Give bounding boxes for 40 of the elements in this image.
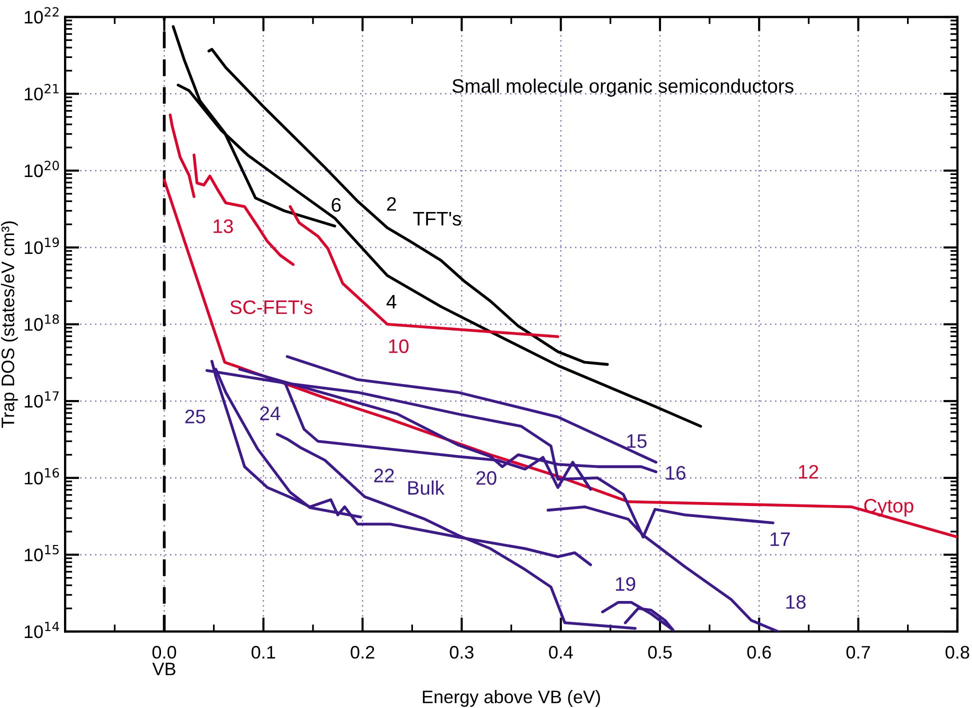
x-tick-label: 0.0 xyxy=(152,646,176,659)
x-tick-label: 0.6 xyxy=(747,646,771,659)
y-tick-label: 10$^{17}$ xyxy=(24,391,59,408)
series-label: 22 xyxy=(374,468,394,482)
x-tick-label: 0.3 xyxy=(450,646,474,659)
annotation: TFT's xyxy=(413,212,462,226)
y-tick-label: 10$^{14}$ xyxy=(24,622,60,638)
y-tick-label: 10$^{21}$ xyxy=(24,84,59,100)
x-tick-label: 0.5 xyxy=(648,646,672,659)
series-label: 18 xyxy=(786,595,806,609)
annotation: Bulk xyxy=(408,480,445,495)
x-tick-label: 0.8 xyxy=(946,646,970,659)
series-label: 16 xyxy=(666,466,686,480)
y-tick-label: 10$^{16}$ xyxy=(24,468,59,484)
y-tick-label: 10$^{22}$ xyxy=(24,7,59,24)
annotation: Small molecule organic semiconductors xyxy=(452,78,794,97)
y-tick-label: 10$^{15}$ xyxy=(24,545,59,562)
series-label: 15 xyxy=(627,434,647,448)
series-label: 24 xyxy=(260,406,280,420)
y-tick-label: 10$^{18}$ xyxy=(24,314,59,331)
series-label: 10 xyxy=(389,339,409,354)
ref-line-label: VB xyxy=(152,662,176,676)
y-tick-label: 10$^{20}$ xyxy=(24,160,59,178)
series-label: 20 xyxy=(476,471,496,485)
x-axis-title: Energy above VB (eV) xyxy=(422,690,600,707)
series-label: 4 xyxy=(386,295,396,308)
series-label: 2 xyxy=(387,197,396,211)
y-axis-title: Trap DOS (states/eV cm³) xyxy=(1,221,18,428)
series-label: 12 xyxy=(798,464,818,479)
y-tick-label: 10$^{19}$ xyxy=(24,238,59,254)
x-tick-label: 0.2 xyxy=(350,646,374,659)
x-tick-label: 0.4 xyxy=(549,646,573,659)
series-label: 17 xyxy=(770,532,790,546)
x-tick-label: 0.7 xyxy=(846,646,870,659)
series-label: 19 xyxy=(616,577,636,591)
series-label: 25 xyxy=(185,410,206,424)
annotation: SC-FET's xyxy=(230,300,312,314)
series-label: 13 xyxy=(214,219,233,234)
series-label: 6 xyxy=(332,198,341,212)
x-tick-label: 0.1 xyxy=(252,646,276,659)
